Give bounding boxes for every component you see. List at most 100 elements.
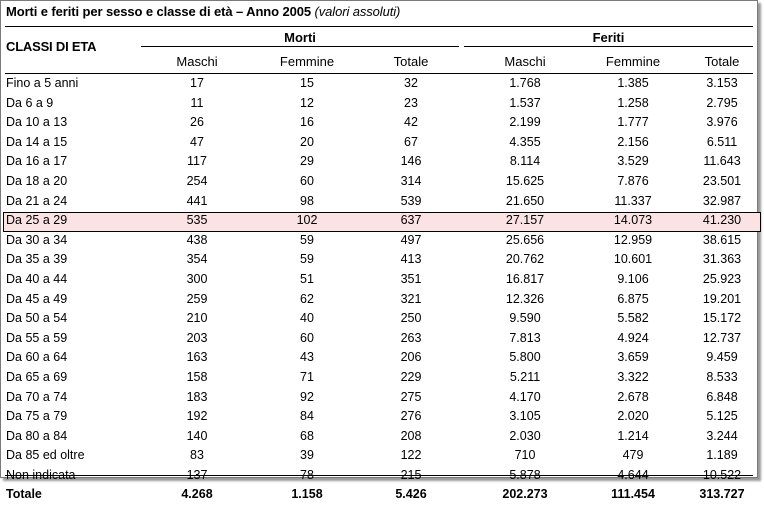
- age-class-label: Da 85 ed oltre: [6, 448, 85, 463]
- cell-morti-totale: 5.426: [395, 487, 427, 502]
- col-feriti-maschi: Maschi: [504, 54, 546, 69]
- table-row: Non indicata 137 78 215 5.878 4.644 10.522: [1, 467, 764, 487]
- cell-morti-femmine: 1.158: [291, 487, 323, 502]
- cell-morti-femmine: 59: [300, 252, 314, 267]
- cell-morti-femmine: 12: [300, 95, 314, 110]
- cell-morti-maschi: 137: [186, 467, 208, 482]
- col-feriti-totale: Totale: [704, 54, 740, 69]
- cell-feriti-femmine: 1.258: [617, 95, 649, 110]
- cell-feriti-maschi: 16.817: [505, 271, 545, 286]
- age-class-label: Da 60 a 64: [6, 350, 68, 365]
- cell-feriti-maschi: 1.768: [509, 76, 541, 90]
- cell-morti-totale: 23: [404, 95, 418, 110]
- cell-feriti-femmine: 1.385: [617, 76, 649, 90]
- cell-feriti-femmine: 4.644: [617, 467, 649, 482]
- cell-feriti-totale: 9.459: [706, 350, 738, 365]
- cell-feriti-femmine: 5.582: [617, 311, 649, 326]
- cell-morti-totale: 539: [400, 193, 422, 208]
- cell-feriti-maschi: 21.650: [505, 193, 545, 208]
- cell-feriti-maschi: 25.656: [505, 232, 545, 247]
- cell-feriti-femmine: 3.529: [617, 154, 649, 169]
- cell-morti-maschi: 354: [186, 252, 208, 267]
- cell-morti-femmine: 60: [300, 330, 314, 345]
- cell-feriti-totale: 313.727: [699, 487, 745, 502]
- table-row: Da 60 a 64 163 43 206 5.800 3.659 9.459: [1, 349, 764, 369]
- feriti-group-divider: [464, 46, 753, 47]
- header-classi-di-eta: CLASSI DI ETA: [6, 39, 97, 54]
- table-row: Da 55 a 59 203 60 263 7.813 4.924 12.737: [1, 330, 764, 350]
- cell-morti-totale: 215: [400, 467, 422, 482]
- cell-morti-totale: 229: [400, 369, 422, 384]
- cell-feriti-totale: 2.795: [706, 95, 738, 110]
- title-text: Morti e feriti per sesso e classe di età…: [6, 4, 312, 19]
- cell-morti-maschi: 163: [186, 350, 208, 365]
- cell-feriti-maschi: 3.105: [509, 409, 541, 424]
- cell-feriti-femmine: 479: [622, 448, 644, 463]
- table-row: Da 70 a 74 183 92 275 4.170 2.678 6.848: [1, 389, 764, 409]
- age-class-label: Da 55 a 59: [6, 330, 68, 345]
- cell-feriti-maschi: 8.114: [509, 154, 541, 169]
- cell-feriti-femmine: 1.777: [617, 115, 649, 130]
- table-bottom-divider: [5, 475, 753, 476]
- age-class-label: Non indicata: [6, 467, 76, 482]
- cell-feriti-femmine: 1.214: [617, 428, 649, 443]
- cell-feriti-maschi: 12.326: [505, 291, 545, 306]
- cell-morti-maschi: 254: [186, 173, 208, 188]
- cell-feriti-totale: 23.501: [702, 173, 742, 188]
- cell-feriti-femmine: 9.106: [617, 271, 649, 286]
- cell-feriti-femmine: 111.454: [611, 487, 655, 502]
- table-body: Fino a 5 anni 17 15 32 1.768 1.385 3.153 Da 6 a…: [1, 75, 764, 506]
- cell-feriti-maschi: 27.157: [505, 213, 545, 228]
- cell-morti-maschi: 26: [190, 115, 204, 130]
- cell-feriti-totale: 3.244: [706, 428, 738, 443]
- cell-morti-femmine: 60: [300, 173, 314, 188]
- cell-feriti-femmine: 11.337: [614, 193, 652, 208]
- age-class-label: Da 30 a 34: [6, 232, 68, 247]
- cell-feriti-femmine: 2.678: [617, 389, 649, 404]
- cell-morti-totale: 208: [400, 428, 422, 443]
- age-class-label: Da 21 a 24: [6, 193, 68, 208]
- cell-morti-totale: 637: [400, 213, 422, 228]
- cell-morti-maschi: 140: [186, 428, 208, 443]
- table-row: Da 85 ed oltre 83 39 122 710 479 1.189: [1, 447, 764, 467]
- cell-morti-totale: 42: [404, 115, 418, 130]
- cell-morti-maschi: 47: [190, 134, 204, 149]
- cell-morti-femmine: 59: [300, 232, 314, 247]
- cell-feriti-maschi: 5.800: [509, 350, 541, 365]
- cell-morti-totale: 413: [400, 252, 422, 267]
- header-group-morti: Morti: [284, 30, 316, 45]
- age-class-label: Fino a 5 anni: [6, 76, 79, 90]
- cell-morti-maschi: 192: [186, 409, 208, 424]
- table-row: Da 45 a 49 259 62 321 12.326 6.875 19.201: [1, 291, 764, 311]
- cell-feriti-totale: 25.923: [702, 271, 742, 286]
- cell-morti-femmine: 84: [300, 409, 314, 424]
- cell-morti-femmine: 40: [300, 311, 314, 326]
- age-class-label: Da 6 a 9: [6, 95, 54, 110]
- cell-morti-femmine: 39: [300, 448, 314, 463]
- cell-morti-maschi: 17: [190, 76, 204, 90]
- cell-morti-femmine: 15: [300, 76, 314, 90]
- cell-morti-maschi: 300: [186, 271, 208, 286]
- col-morti-femmine: Femmine: [279, 54, 335, 69]
- cell-morti-totale: 250: [400, 311, 422, 326]
- table-row: Da 30 a 34 438 59 497 25.656 12.959 38.615: [1, 232, 764, 252]
- cell-morti-totale: 206: [400, 350, 422, 365]
- table-row: Da 21 a 24 441 98 539 21.650 11.337 32.987: [1, 193, 764, 213]
- cell-feriti-maschi: 15.625: [505, 173, 545, 188]
- table-row: Da 18 a 20 254 60 314 15.625 7.876 23.501: [1, 173, 764, 193]
- col-feriti-femmine: Femmine: [605, 54, 661, 69]
- cell-morti-maschi: 438: [186, 232, 208, 247]
- age-class-label: Da 14 a 15: [6, 134, 68, 149]
- cell-morti-maschi: 117: [187, 154, 207, 169]
- table-row: Da 35 a 39 354 59 413 20.762 10.601 31.363: [1, 251, 764, 271]
- title-divider: [5, 26, 753, 27]
- cell-morti-femmine: 43: [300, 350, 314, 365]
- cell-feriti-totale: 6.848: [706, 389, 738, 404]
- header-divider: [5, 73, 753, 74]
- cell-feriti-maschi: 202.273: [502, 487, 548, 502]
- table-row: Da 10 a 13 26 16 42 2.199 1.777 3.976: [1, 114, 764, 134]
- age-class-label: Da 10 a 13: [6, 115, 68, 130]
- cell-morti-femmine: 78: [300, 467, 314, 482]
- table-row: Da 80 a 84 140 68 208 2.030 1.214 3.244: [1, 428, 764, 448]
- cell-feriti-totale: 12.737: [702, 330, 742, 345]
